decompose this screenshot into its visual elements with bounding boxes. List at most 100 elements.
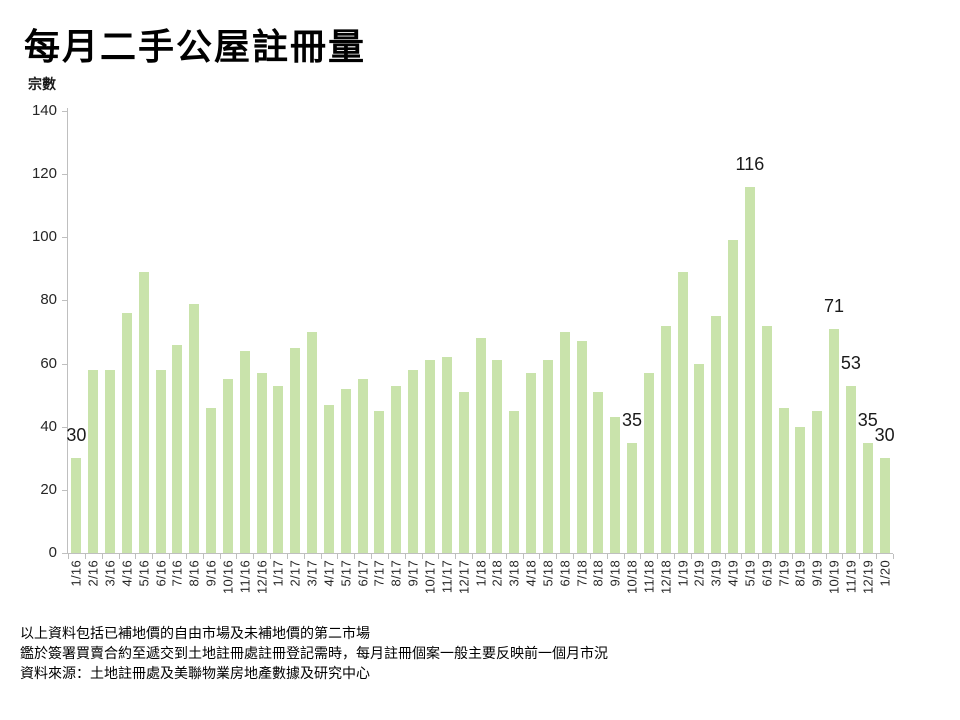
- bar: [660, 325, 671, 553]
- x-tick: [169, 554, 171, 559]
- y-tick-label: 0: [48, 544, 57, 561]
- x-tick: [371, 554, 373, 559]
- bar: [845, 385, 856, 553]
- bar: [424, 360, 435, 553]
- x-tick: [539, 554, 541, 559]
- x-tick-label: 2/18: [489, 560, 505, 587]
- x-tick-label: 1/18: [473, 560, 488, 587]
- bar: [744, 186, 755, 553]
- x-tick-label: 3/16: [102, 560, 118, 587]
- bar: [408, 369, 419, 553]
- x-tick: [758, 554, 760, 559]
- x-tick: [893, 554, 894, 559]
- bar: [121, 313, 132, 553]
- x-tick: [791, 554, 793, 559]
- x-tick: [657, 554, 659, 559]
- bar-value-label: 30: [66, 425, 87, 446]
- x-tick: [354, 554, 356, 559]
- bar: [206, 407, 217, 553]
- x-tick-label: 7/19: [776, 560, 792, 587]
- y-tick-label: 120: [31, 165, 57, 183]
- x-tick: [320, 554, 322, 559]
- bar: [526, 373, 536, 553]
- x-tick: [775, 554, 777, 559]
- bar: [323, 404, 334, 553]
- x-tick-label: 10/19: [826, 560, 842, 595]
- x-tick: [674, 554, 676, 559]
- bar: [71, 458, 82, 553]
- bar: [138, 272, 149, 553]
- x-tick-label: 12/18: [658, 560, 674, 595]
- y-tick-label: 20: [40, 480, 57, 498]
- bar: [862, 442, 873, 553]
- x-tick: [808, 554, 810, 559]
- bar-value-label: 35: [622, 409, 643, 430]
- x-tick: [825, 554, 827, 559]
- x-tick-label: 9/19: [809, 560, 825, 587]
- x-tick-label: 12/19: [860, 560, 876, 595]
- footnote-line-3: 資料來源：土地註冊處及美聯物業房地產數據及研究中心: [20, 665, 370, 681]
- x-tick: [606, 554, 608, 559]
- x-tick: [404, 554, 406, 559]
- x-tick: [303, 554, 305, 559]
- bar: [239, 350, 250, 553]
- y-tick-label: 140: [31, 102, 57, 119]
- y-tick-label: 40: [40, 417, 57, 435]
- y-tick-label: 100: [31, 228, 57, 246]
- x-tick: [286, 554, 288, 559]
- x-tick-label: 4/19: [725, 560, 741, 587]
- bar: [627, 442, 638, 553]
- bar: [761, 325, 772, 553]
- x-tick-label: 11/16: [237, 560, 253, 594]
- y-tick: [62, 237, 67, 239]
- bar: [374, 410, 385, 553]
- y-tick: [62, 363, 67, 365]
- bar: [307, 332, 318, 553]
- x-tick: [101, 554, 103, 559]
- y-axis-line: [67, 108, 68, 554]
- x-tick-label: 5/17: [338, 560, 354, 587]
- bar-value-label: 35: [857, 409, 878, 430]
- x-tick-label: 10/16: [220, 560, 236, 595]
- x-tick: [337, 554, 339, 559]
- x-tick-label: 5/18: [540, 560, 556, 587]
- x-tick-label: 1/20: [877, 560, 893, 587]
- x-tick: [724, 554, 726, 559]
- bar: [879, 458, 890, 553]
- footnote-line-1: 以上資料包括已補地價的自由市場及未補地價的第二市場: [20, 625, 370, 641]
- bar: [290, 347, 301, 553]
- bar-value-label: 53: [840, 352, 861, 373]
- bar: [677, 272, 688, 553]
- bar: [610, 417, 621, 553]
- bar: [812, 410, 823, 553]
- bar: [391, 385, 402, 553]
- x-tick-label: 2/19: [691, 560, 707, 587]
- x-tick-label: 3/17: [304, 560, 320, 587]
- bar: [155, 369, 166, 553]
- x-tick: [640, 554, 642, 559]
- bar: [222, 379, 233, 553]
- x-tick-label: 2/16: [85, 560, 101, 587]
- bar: [458, 391, 469, 553]
- x-tick-label: 8/17: [388, 560, 404, 587]
- x-tick-label: 5/19: [742, 560, 758, 587]
- bar-value-label: 30: [874, 425, 895, 446]
- x-tick-label: 1/17: [270, 560, 286, 587]
- x-tick-label: 8/18: [590, 560, 606, 587]
- bar: [172, 344, 183, 553]
- x-tick: [253, 554, 255, 559]
- x-tick-label: 1/16: [68, 560, 84, 587]
- x-tick-label: 11/18: [641, 560, 657, 594]
- x-tick-label: 1/19: [675, 560, 691, 587]
- x-tick: [455, 554, 457, 559]
- bar: [88, 369, 99, 553]
- x-tick: [690, 554, 692, 559]
- x-tick: [438, 554, 440, 559]
- bar: [105, 369, 116, 553]
- x-tick-label: 6/16: [153, 560, 169, 587]
- y-tick-label: 80: [40, 291, 57, 309]
- x-tick-label: 4/16: [119, 560, 135, 587]
- x-tick: [842, 554, 844, 559]
- y-tick: [62, 426, 67, 428]
- y-tick: [62, 300, 67, 302]
